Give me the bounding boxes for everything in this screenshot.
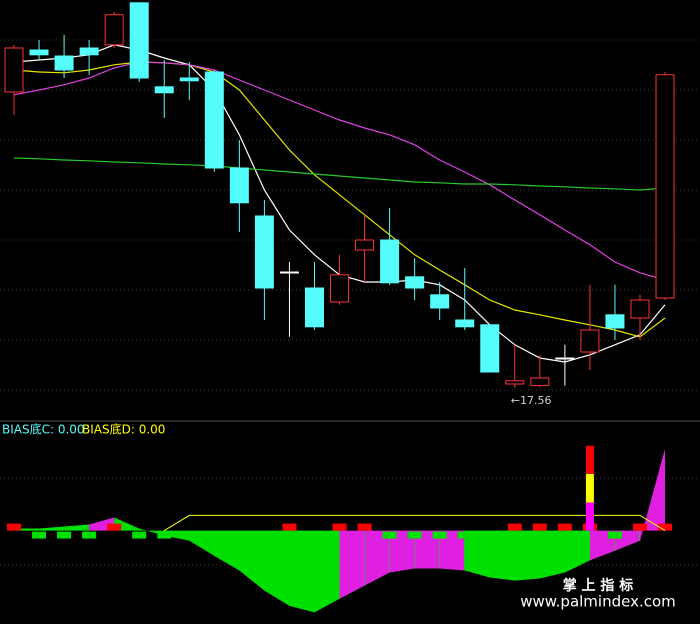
moving-average [13, 61, 666, 338]
candle-body [630, 299, 650, 319]
candle-body [104, 14, 124, 46]
direction-marker [507, 523, 522, 531]
direction-marker [482, 531, 497, 539]
moving-average [13, 157, 666, 191]
legend-d: BIAS底D: 0.00 [82, 422, 165, 437]
bias-area [464, 530, 490, 578]
candle-body [655, 74, 675, 299]
candle-body [480, 324, 500, 373]
bias-area [489, 530, 515, 581]
candle-body [154, 86, 174, 94]
low-annotation: ←17.56 [511, 394, 552, 407]
bias-area [39, 526, 65, 531]
bias-area [264, 530, 290, 606]
bias-area [514, 530, 540, 581]
candle-body [355, 239, 375, 251]
direction-marker [407, 531, 422, 539]
direction-marker [658, 523, 673, 531]
bias-area [239, 530, 265, 591]
legend-c: BIAS底C: 0.00 [2, 422, 85, 437]
bias-area [64, 524, 90, 531]
direction-marker [432, 531, 447, 539]
candle-body [29, 49, 49, 56]
direction-marker [532, 523, 547, 531]
watermark-url: www.palmindex.com [520, 593, 676, 611]
direction-marker [357, 523, 372, 531]
bias-area [414, 530, 440, 569]
candle-body [430, 294, 450, 309]
candle-body [380, 239, 400, 284]
bias-area [539, 530, 565, 579]
candle-body [580, 329, 600, 353]
direction-marker [157, 531, 172, 539]
direction-marker [32, 531, 47, 539]
candle-body [129, 2, 149, 79]
watermark-title: 掌 上 指 标 [563, 577, 634, 594]
direction-marker [282, 523, 297, 531]
direction-marker [132, 531, 147, 539]
direction-marker [607, 531, 622, 539]
candle-body [455, 319, 475, 328]
candle-body [555, 357, 575, 360]
direction-marker [557, 523, 572, 531]
candle-body [229, 167, 249, 204]
signal-bar [585, 445, 594, 531]
candle-body [254, 215, 274, 289]
bias-area [640, 448, 666, 541]
direction-marker [307, 531, 322, 539]
bias-area [339, 530, 365, 599]
candle-body [605, 314, 625, 329]
candle-body [530, 377, 550, 387]
candle-body [79, 47, 99, 56]
candle-body [179, 77, 199, 82]
direction-marker [107, 523, 122, 531]
candle-body [505, 380, 525, 385]
direction-marker [82, 531, 97, 539]
direction-marker [382, 531, 397, 539]
direction-marker [332, 523, 347, 531]
bias-line [163, 514, 666, 532]
direction-marker [207, 531, 222, 539]
moving-average [13, 61, 666, 281]
candle-body [304, 287, 324, 328]
bias-area [564, 530, 590, 573]
direction-marker [633, 523, 647, 531]
candle-body [4, 47, 24, 93]
candle-body [330, 274, 350, 303]
direction-marker [182, 531, 197, 539]
direction-marker [7, 523, 21, 531]
candle-body [54, 55, 74, 71]
direction-marker [257, 531, 272, 539]
bias-area [364, 530, 390, 586]
bias-area [439, 530, 465, 571]
bias-area [289, 530, 315, 613]
direction-marker [457, 531, 472, 539]
bias-area [314, 530, 340, 613]
direction-marker [57, 531, 72, 539]
candle-body [279, 271, 299, 274]
candle-body [204, 71, 224, 169]
bias-area [389, 530, 415, 573]
candle-body [405, 276, 425, 289]
direction-marker [232, 531, 247, 539]
bias-area [214, 530, 240, 571]
